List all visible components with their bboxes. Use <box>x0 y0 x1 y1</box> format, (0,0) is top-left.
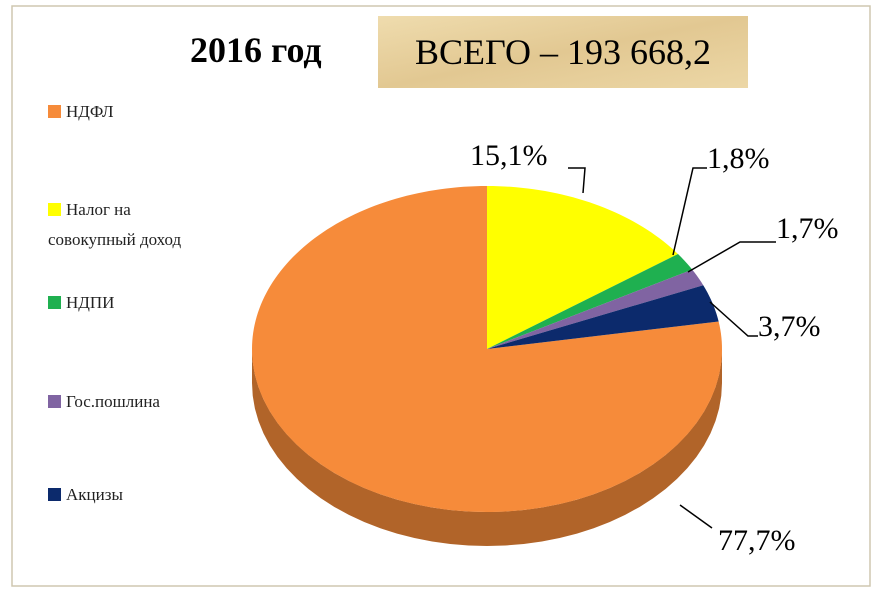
legend-swatch <box>48 105 61 118</box>
leader-line <box>568 167 586 194</box>
legend-swatch <box>48 488 61 501</box>
pie-slice <box>487 285 719 349</box>
legend-entry: Гос.пошлина <box>48 387 208 417</box>
leader-line <box>709 301 758 337</box>
pie-slice <box>487 186 678 349</box>
legend-label: НДПИ <box>66 293 115 312</box>
slice-side <box>252 349 722 546</box>
total-box <box>378 16 748 88</box>
legend-entry: Налог на совокупный доход <box>48 195 208 255</box>
chart-title: 2016 год <box>190 30 322 70</box>
legend-swatch <box>48 395 61 408</box>
leader-line <box>672 167 707 256</box>
legend-label: Акцизы <box>66 485 123 504</box>
legend-swatch <box>48 296 61 309</box>
legend-entry: НДПИ <box>48 288 208 318</box>
legend-entry: НДФЛ <box>48 97 208 127</box>
legend-swatch <box>48 203 61 216</box>
pie-slice <box>487 254 693 349</box>
pie-slice <box>487 269 704 349</box>
data-label: 1,7% <box>776 212 839 245</box>
data-label: 77,7% <box>718 524 796 557</box>
chart-subtitle: ВСЕГО – 193 668,2 <box>415 32 711 72</box>
data-label: 3,7% <box>758 310 821 343</box>
leader-line <box>679 504 713 529</box>
legend-entry: Акцизы <box>48 480 208 510</box>
legend-label: НДФЛ <box>66 102 114 121</box>
pie-slice <box>252 186 722 512</box>
legend-label: Гос.пошлина <box>66 392 160 411</box>
leader-line <box>687 241 776 273</box>
data-label: 1,8% <box>707 142 770 175</box>
data-label: 15,1% <box>470 139 548 172</box>
legend-label: Налог на совокупный доход <box>48 200 182 249</box>
